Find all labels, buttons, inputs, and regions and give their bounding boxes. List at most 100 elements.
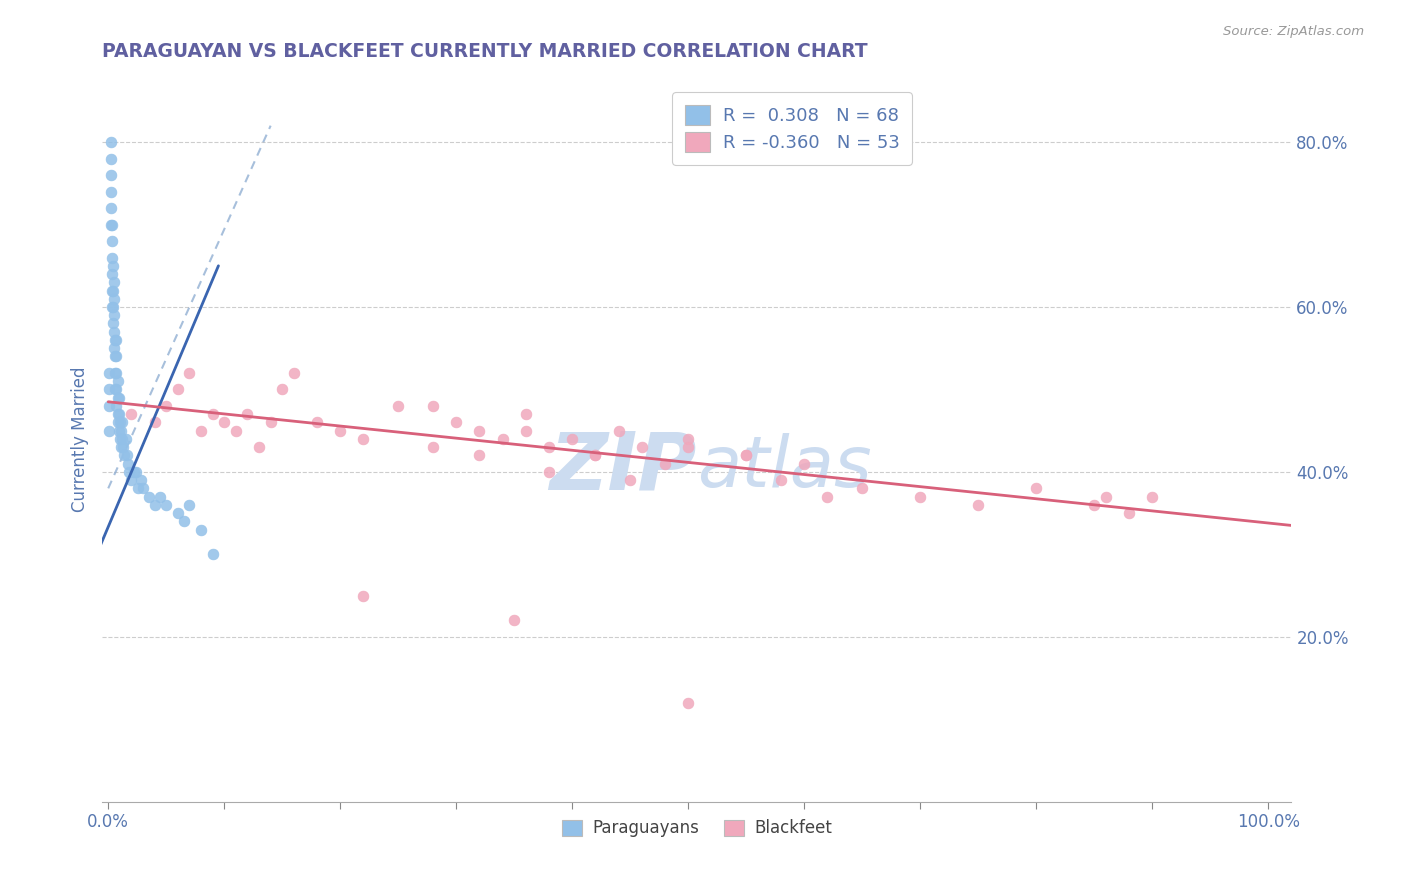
Point	[107, 391, 129, 405]
Point	[1083, 498, 1105, 512]
Point	[103, 308, 125, 322]
Point	[1095, 490, 1118, 504]
Point	[179, 498, 201, 512]
Point	[105, 333, 128, 347]
Point	[678, 696, 700, 710]
Point	[100, 168, 122, 182]
Point	[100, 284, 122, 298]
Text: Source: ZipAtlas.com: Source: ZipAtlas.com	[1223, 25, 1364, 38]
Text: PARAGUAYAN VS BLACKFEET CURRENTLY MARRIED CORRELATION CHART: PARAGUAYAN VS BLACKFEET CURRENTLY MARRIE…	[103, 42, 868, 61]
Point	[201, 407, 224, 421]
Point	[271, 383, 294, 397]
Point	[104, 383, 127, 397]
Point	[115, 449, 138, 463]
Point	[100, 234, 122, 248]
Point	[108, 432, 131, 446]
Point	[585, 449, 607, 463]
Point	[104, 366, 127, 380]
Point	[101, 300, 124, 314]
Point	[100, 218, 122, 232]
Point	[103, 341, 125, 355]
Point	[503, 613, 526, 627]
Point	[1025, 481, 1047, 495]
Point	[910, 490, 932, 504]
Point	[283, 366, 305, 380]
Point	[103, 292, 125, 306]
Point	[1118, 506, 1140, 520]
Point	[305, 416, 328, 430]
Text: atlas: atlas	[697, 434, 872, 502]
Point	[236, 407, 259, 421]
Point	[179, 366, 201, 380]
Point	[678, 432, 700, 446]
Point	[735, 449, 758, 463]
Point	[225, 424, 247, 438]
Point	[654, 457, 676, 471]
Point	[101, 259, 124, 273]
Point	[247, 440, 270, 454]
Point	[329, 424, 352, 438]
Point	[100, 185, 122, 199]
Point	[468, 449, 491, 463]
Point	[107, 424, 129, 438]
Point	[100, 201, 122, 215]
Point	[173, 514, 195, 528]
Point	[98, 399, 121, 413]
Point	[107, 416, 129, 430]
Point	[114, 432, 136, 446]
Text: ZIP: ZIP	[550, 429, 697, 507]
Point	[190, 523, 212, 537]
Point	[259, 416, 281, 430]
Point	[100, 218, 122, 232]
Point	[118, 465, 141, 479]
Point	[110, 440, 132, 454]
Point	[967, 498, 990, 512]
Point	[105, 350, 128, 364]
Point	[422, 440, 444, 454]
Point	[817, 490, 839, 504]
Point	[619, 473, 641, 487]
Point	[468, 424, 491, 438]
Point	[98, 366, 121, 380]
Point	[107, 391, 129, 405]
Point	[166, 383, 188, 397]
Point	[103, 325, 125, 339]
Point	[101, 317, 124, 331]
Point	[105, 366, 128, 380]
Point	[100, 135, 122, 149]
Point	[100, 267, 122, 281]
Point	[352, 589, 374, 603]
Point	[735, 449, 758, 463]
Point	[112, 440, 135, 454]
Point	[107, 407, 129, 421]
Y-axis label: Currently Married: Currently Married	[72, 366, 89, 512]
Point	[104, 350, 127, 364]
Point	[444, 416, 467, 430]
Point	[143, 416, 166, 430]
Point	[101, 284, 124, 298]
Point	[149, 490, 172, 504]
Point	[166, 506, 188, 520]
Point	[107, 374, 129, 388]
Point	[105, 399, 128, 413]
Point	[111, 416, 134, 430]
Point	[127, 481, 149, 495]
Point	[100, 152, 122, 166]
Point	[793, 457, 815, 471]
Point	[122, 465, 145, 479]
Point	[125, 465, 148, 479]
Point	[201, 547, 224, 561]
Point	[585, 449, 607, 463]
Point	[387, 399, 409, 413]
Point	[129, 473, 152, 487]
Point	[114, 449, 136, 463]
Point	[104, 333, 127, 347]
Point	[98, 383, 121, 397]
Point	[561, 432, 583, 446]
Point	[538, 465, 561, 479]
Point	[770, 473, 793, 487]
Point	[105, 383, 128, 397]
Point	[422, 399, 444, 413]
Point	[138, 490, 160, 504]
Point	[352, 432, 374, 446]
